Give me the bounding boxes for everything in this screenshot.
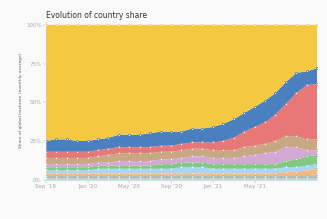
Y-axis label: Share of global hashrate (monthly average): Share of global hashrate (monthly averag… <box>19 53 23 148</box>
Text: Evolution of country share: Evolution of country share <box>46 11 147 20</box>
